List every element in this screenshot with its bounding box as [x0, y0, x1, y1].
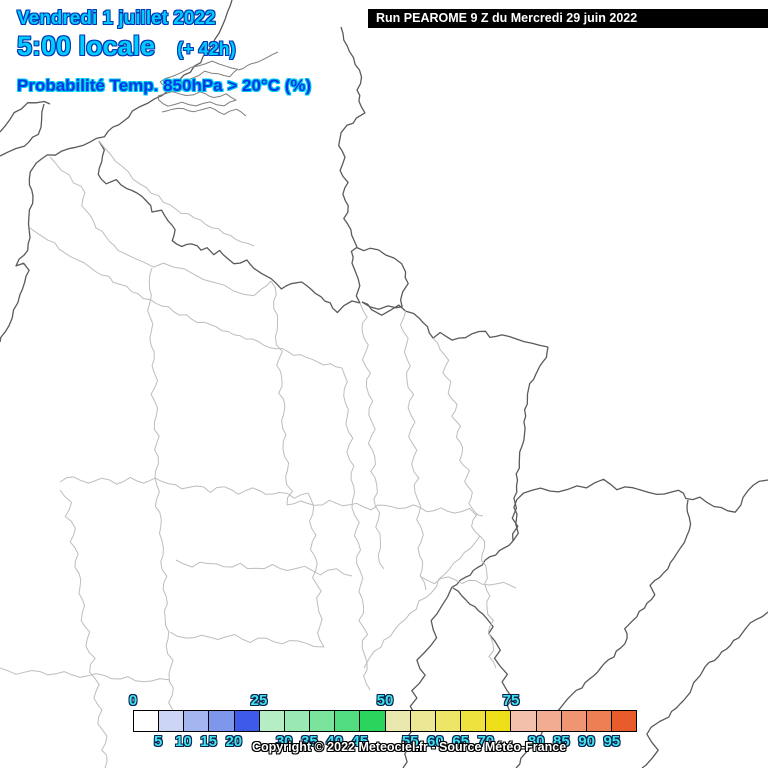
swiss-border-bottom-right — [641, 699, 685, 768]
dept-nord-inner — [98, 140, 255, 247]
legend-cell-50 — [384, 710, 410, 732]
dept-haute-marne-vertical — [307, 492, 325, 648]
legend-cell-60 — [434, 710, 461, 732]
legend-tick-label: 85 — [553, 733, 570, 750]
legend-cell-40 — [334, 710, 360, 732]
legend-cell-30 — [283, 710, 310, 732]
legend-tick-label: 40 — [326, 733, 343, 750]
forecast-hour-offset: (+ 42h) — [177, 39, 236, 59]
legend-tick-label: 10 — [175, 733, 192, 750]
legend-cell-95 — [610, 710, 638, 732]
legend-tick-label: 5 — [154, 733, 163, 750]
legend-cell-45 — [359, 710, 385, 732]
dept-somme-aisne-lat — [29, 227, 343, 369]
dept-aisne-marne-vertical — [270, 280, 293, 506]
legend-cell-0 — [133, 710, 159, 732]
england-coast-north — [0, 100, 51, 133]
dept-moselle-diagonal — [432, 337, 481, 537]
legend-cell-10 — [183, 710, 209, 732]
legend-tick-label: 75 — [502, 692, 520, 709]
dept-somme-vertical — [147, 267, 160, 479]
belgium-germany-border — [338, 26, 366, 248]
dept-aube-vertical — [154, 477, 175, 731]
legend-tick-label: 65 — [452, 733, 469, 750]
legend-tick-label: 95 — [603, 733, 621, 750]
dept-pas-de-calais-nord — [49, 156, 272, 297]
zeeland-island-middle — [157, 91, 237, 107]
legend-cell-25 — [258, 710, 284, 732]
legend-tick-label: 80 — [527, 733, 545, 750]
scheldt-estuary-line — [237, 51, 279, 71]
legend-cell-15 — [208, 710, 234, 732]
dept-vosges-horizontal — [419, 575, 517, 589]
legend-tick-label: 25 — [250, 692, 268, 709]
dept-yonne-diagonal — [59, 489, 108, 768]
legend-tick-label: 30 — [275, 733, 293, 750]
dept-oise-horizontal — [59, 476, 309, 499]
forecast-variable-title: Probabilité Temp. 850hPa > 20°C (%) — [17, 76, 312, 95]
legend-tick-label: 20 — [225, 733, 243, 750]
dept-marne-aube-horizontal — [175, 559, 353, 577]
model-run-banner: Run PEAROME 9 Z du Mercredi 29 juin 2022 — [368, 9, 768, 28]
legend-cell-70 — [485, 710, 511, 732]
franco-swiss-jura-border — [515, 499, 692, 768]
dept-cote-dor-horizontal — [169, 631, 325, 648]
legend-cell-90 — [585, 710, 611, 732]
legend-tick-label: 70 — [477, 733, 495, 750]
dept-franche-comte-diagonal — [363, 535, 481, 669]
legend-cell-85 — [560, 710, 586, 732]
swiss-german-border — [512, 478, 768, 542]
legend-tick-label: 50 — [376, 692, 394, 709]
probability-color-scale — [133, 710, 638, 732]
legend-cell-80 — [535, 710, 561, 732]
border-luxembourg-to-rhine — [361, 301, 549, 348]
dept-alsace-vertical — [479, 535, 497, 669]
dept-meuse-vertical — [400, 309, 427, 591]
legend-cell-55 — [409, 710, 435, 732]
dept-bottom-left-horizontal — [0, 667, 171, 683]
luxembourg-outline — [350, 246, 409, 310]
legend-cell-35 — [309, 710, 335, 732]
dept-champagne-vertical — [341, 367, 371, 691]
legend-cell-5 — [158, 710, 184, 732]
legend-tick-label: 55 — [401, 733, 419, 750]
legend-tick-label: 45 — [351, 733, 369, 750]
legend-cell-65 — [460, 710, 486, 732]
legend-tick-label: 90 — [578, 733, 595, 750]
england-coast-south — [0, 103, 45, 157]
dept-marne-horizontal — [286, 499, 484, 517]
legend-tick-label: 0 — [128, 692, 138, 709]
rhine-france-germany — [511, 346, 549, 542]
legend-tick-label: 60 — [427, 733, 444, 750]
dept-lorraine-vertical — [359, 302, 385, 570]
franco-belgian-border — [97, 140, 361, 314]
swiss-border-right-edge — [683, 611, 768, 701]
forecast-header: Vendredi 1 juillet 2022 5:00 locale (+ 42… — [17, 8, 311, 96]
forecast-local-time: 5:00 locale — [17, 31, 156, 61]
legend-cell-75 — [510, 710, 536, 732]
zeeland-island-north — [159, 60, 238, 89]
zeeland-estuary-bank — [161, 106, 247, 117]
legend-tick-label: 35 — [301, 733, 318, 750]
legend-tick-label: 15 — [200, 733, 217, 750]
forecast-date: Vendredi 1 juillet 2022 — [17, 8, 216, 29]
legend-cell-20 — [233, 710, 259, 732]
copyright-text: Copyright © 2022 Meteociel.fr - Source M… — [252, 740, 567, 754]
